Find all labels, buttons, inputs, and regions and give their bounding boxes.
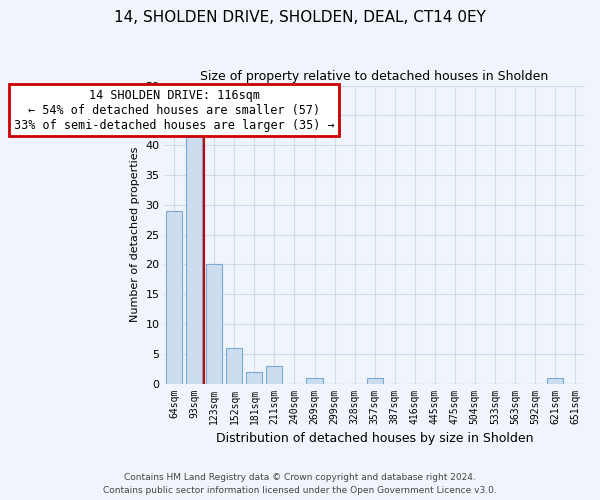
- Bar: [206, 264, 223, 384]
- X-axis label: Distribution of detached houses by size in Sholden: Distribution of detached houses by size …: [216, 432, 533, 445]
- Bar: [367, 378, 383, 384]
- Bar: [166, 210, 182, 384]
- Title: Size of property relative to detached houses in Sholden: Size of property relative to detached ho…: [200, 70, 549, 83]
- Bar: [226, 348, 242, 384]
- Bar: [307, 378, 323, 384]
- Text: Contains HM Land Registry data © Crown copyright and database right 2024.
Contai: Contains HM Land Registry data © Crown c…: [103, 473, 497, 495]
- Y-axis label: Number of detached properties: Number of detached properties: [130, 147, 140, 322]
- Bar: [247, 372, 262, 384]
- Bar: [266, 366, 283, 384]
- Text: 14, SHOLDEN DRIVE, SHOLDEN, DEAL, CT14 0EY: 14, SHOLDEN DRIVE, SHOLDEN, DEAL, CT14 0…: [114, 10, 486, 25]
- Text: 14 SHOLDEN DRIVE: 116sqm
← 54% of detached houses are smaller (57)
33% of semi-d: 14 SHOLDEN DRIVE: 116sqm ← 54% of detach…: [14, 88, 335, 132]
- Bar: [547, 378, 563, 384]
- Bar: [186, 133, 202, 384]
